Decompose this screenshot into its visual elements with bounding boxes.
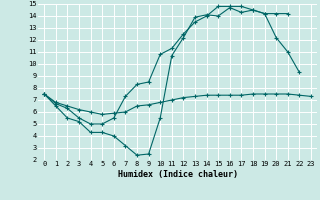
X-axis label: Humidex (Indice chaleur): Humidex (Indice chaleur) [118,170,238,179]
